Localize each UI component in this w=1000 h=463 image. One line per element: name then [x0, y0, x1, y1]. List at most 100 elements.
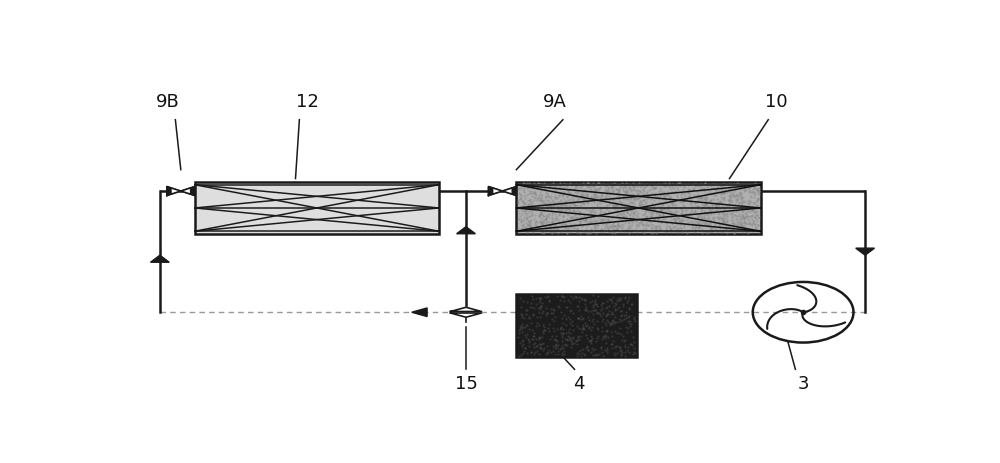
Point — [623, 210, 639, 217]
Point — [688, 202, 704, 210]
Point — [522, 197, 538, 204]
Point — [658, 191, 674, 198]
Point — [599, 224, 615, 231]
Point — [542, 228, 558, 235]
Point — [636, 226, 652, 233]
Point — [726, 194, 742, 201]
Point — [542, 222, 558, 230]
Point — [690, 205, 706, 212]
Point — [575, 324, 591, 332]
Point — [681, 181, 697, 189]
Point — [541, 183, 557, 191]
Point — [652, 203, 668, 211]
Point — [729, 196, 745, 203]
Point — [595, 228, 611, 236]
Point — [531, 335, 547, 342]
Point — [620, 325, 636, 332]
Point — [629, 182, 645, 189]
Point — [659, 204, 675, 212]
Point — [578, 306, 594, 313]
Point — [542, 225, 558, 232]
Point — [626, 196, 642, 204]
Point — [512, 294, 528, 302]
Point — [510, 215, 526, 223]
Point — [538, 228, 554, 235]
Point — [552, 296, 568, 303]
Point — [615, 218, 631, 225]
Point — [542, 199, 558, 206]
Point — [541, 297, 557, 305]
Point — [687, 207, 703, 214]
Point — [538, 193, 554, 200]
Point — [675, 197, 691, 204]
Point — [573, 190, 589, 197]
Point — [513, 303, 529, 310]
Point — [740, 182, 756, 190]
Point — [595, 333, 611, 340]
Point — [722, 192, 738, 200]
Point — [655, 215, 671, 222]
Point — [659, 227, 675, 235]
Point — [575, 188, 591, 195]
Point — [519, 298, 535, 306]
Point — [677, 220, 693, 228]
Point — [610, 204, 626, 212]
Point — [593, 218, 609, 225]
Point — [664, 201, 680, 208]
Point — [717, 207, 733, 214]
Point — [520, 202, 536, 210]
Point — [533, 196, 549, 204]
Point — [590, 194, 606, 201]
Point — [548, 337, 564, 344]
Point — [616, 192, 632, 199]
Point — [545, 222, 561, 230]
Point — [702, 207, 718, 214]
Polygon shape — [457, 227, 475, 234]
Point — [628, 224, 644, 232]
Point — [746, 208, 762, 216]
Point — [739, 183, 755, 190]
Point — [616, 181, 632, 188]
Point — [535, 213, 551, 220]
Point — [632, 194, 648, 201]
Point — [648, 222, 664, 229]
Point — [563, 213, 579, 220]
Point — [552, 208, 568, 216]
Point — [666, 185, 682, 192]
Point — [739, 212, 755, 219]
Point — [615, 208, 631, 216]
Point — [735, 208, 751, 215]
Point — [570, 332, 586, 339]
Point — [624, 216, 640, 223]
Point — [585, 191, 601, 199]
Point — [547, 187, 563, 194]
Point — [630, 215, 646, 222]
Point — [682, 209, 698, 217]
Point — [706, 199, 722, 206]
Point — [596, 332, 612, 339]
Point — [647, 213, 663, 221]
Point — [741, 200, 757, 207]
Point — [597, 209, 613, 217]
Point — [583, 308, 599, 315]
Point — [731, 200, 747, 207]
Point — [654, 201, 670, 209]
Point — [567, 211, 583, 218]
Point — [692, 224, 708, 231]
Point — [577, 186, 593, 194]
Point — [530, 304, 546, 311]
Point — [556, 188, 572, 196]
Point — [702, 197, 718, 204]
Point — [625, 202, 641, 209]
Point — [662, 193, 678, 200]
Point — [733, 186, 749, 193]
Point — [515, 186, 531, 194]
Point — [734, 199, 750, 206]
Point — [682, 217, 698, 224]
Point — [673, 197, 689, 204]
Point — [576, 194, 592, 202]
Point — [580, 346, 596, 354]
Point — [613, 351, 629, 358]
Point — [708, 225, 724, 232]
Point — [529, 218, 545, 225]
